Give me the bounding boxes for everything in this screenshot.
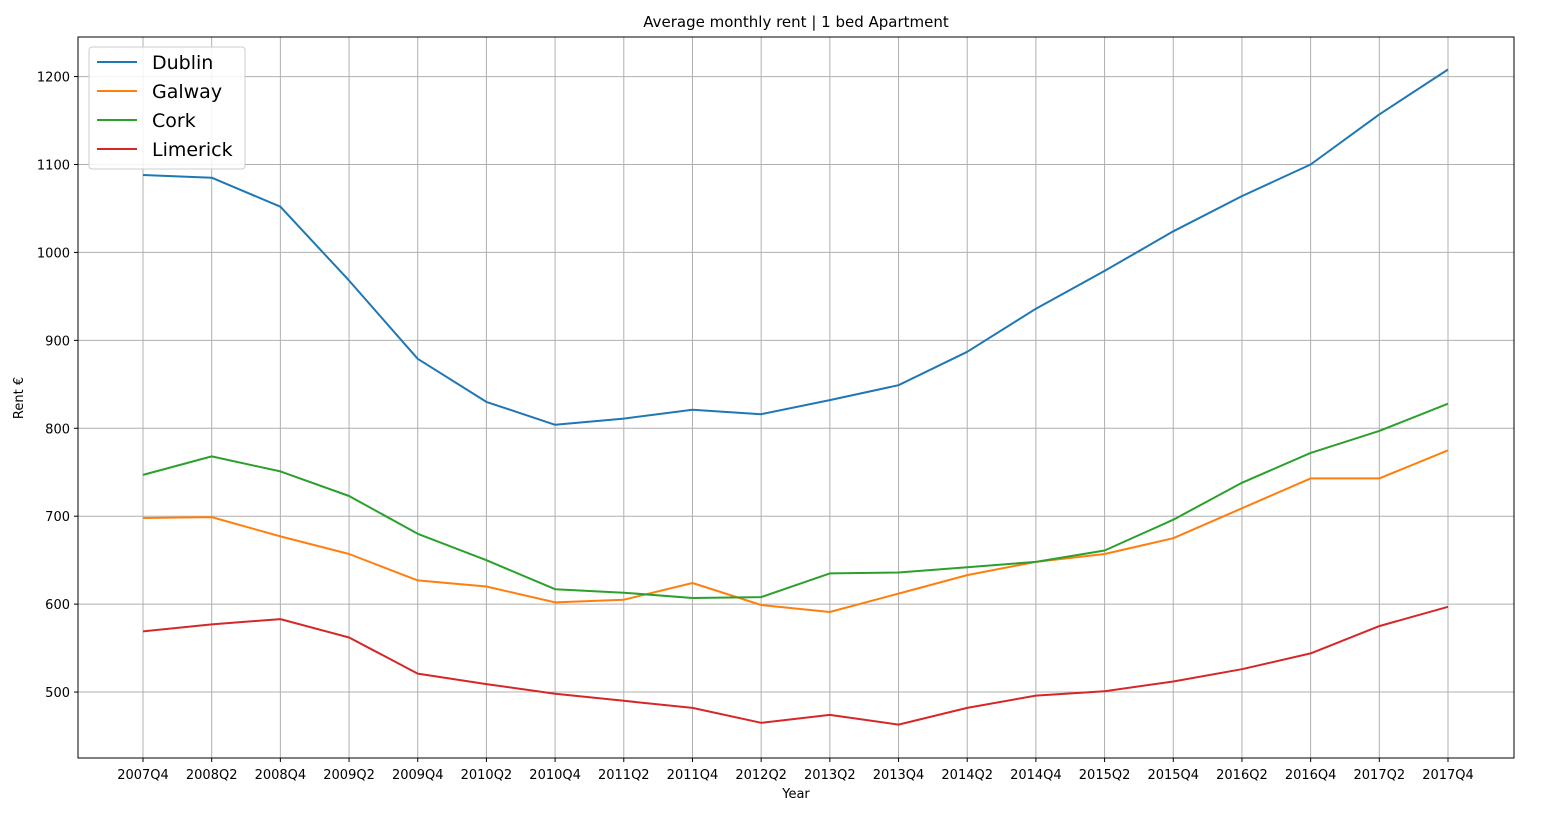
x-tick-label: 2014Q2 [941,768,993,783]
y-tick-label: 1000 [37,246,70,261]
legend-box [88,46,246,170]
y-tick-label: 1200 [37,71,70,86]
y-axis-label: Rent € [12,377,27,419]
series-lines [142,68,1449,726]
series-line-dublin [142,68,1449,426]
x-tick-label: 2015Q4 [1147,768,1199,783]
y-tick-label: 1100 [37,158,70,173]
x-tick-label: 2016Q4 [1285,768,1337,783]
x-tick-label: 2016Q2 [1216,768,1268,783]
y-tick-label: 800 [45,422,70,437]
x-axis-label: Year [781,787,810,802]
x-tick-label: 2007Q4 [117,768,169,783]
x-tick-label: 2015Q2 [1079,768,1131,783]
x-tick-label: 2010Q2 [461,768,513,783]
legend: Dublin Galway Cork Limerick [88,46,246,170]
y-tick-label: 500 [45,686,70,701]
chart-title: Average monthly rent | 1 bed Apartment [643,13,949,31]
grid-lines [78,37,1514,758]
axis-ticks: 2007Q4 2008Q2 2008Q4 2009Q2 2009Q4 2010Q2 2010… [37,71,1474,783]
x-tick-label: 2008Q2 [186,768,238,783]
legend-label-limerick: Limerick [152,139,233,161]
legend-label-dublin: Dublin [152,52,213,74]
x-tick-label: 2010Q4 [529,768,581,783]
x-tick-label: 2009Q2 [323,768,375,783]
plot-area-frame [77,36,1515,759]
legend-label-cork: Cork [152,110,196,132]
series-line-limerick [142,605,1449,726]
x-tick-label: 2013Q4 [873,768,925,783]
x-tick-label: 2013Q2 [804,768,856,783]
x-tick-label: 2011Q4 [667,768,719,783]
x-tick-label: 2017Q4 [1422,768,1474,783]
x-tick-label: 2008Q4 [255,768,307,783]
y-tick-label: 700 [45,510,70,525]
x-tick-label: 2017Q2 [1354,768,1406,783]
y-tick-label: 600 [45,598,70,613]
legend-label-galway: Galway [152,81,222,103]
series-line-cork [142,402,1449,599]
series-line-galway [142,449,1449,613]
y-tick-label: 900 [45,334,70,349]
x-tick-label: 2009Q4 [392,768,444,783]
x-tick-label: 2014Q4 [1010,768,1062,783]
x-tick-label: 2011Q2 [598,768,650,783]
x-tick-label: 2012Q2 [735,768,787,783]
